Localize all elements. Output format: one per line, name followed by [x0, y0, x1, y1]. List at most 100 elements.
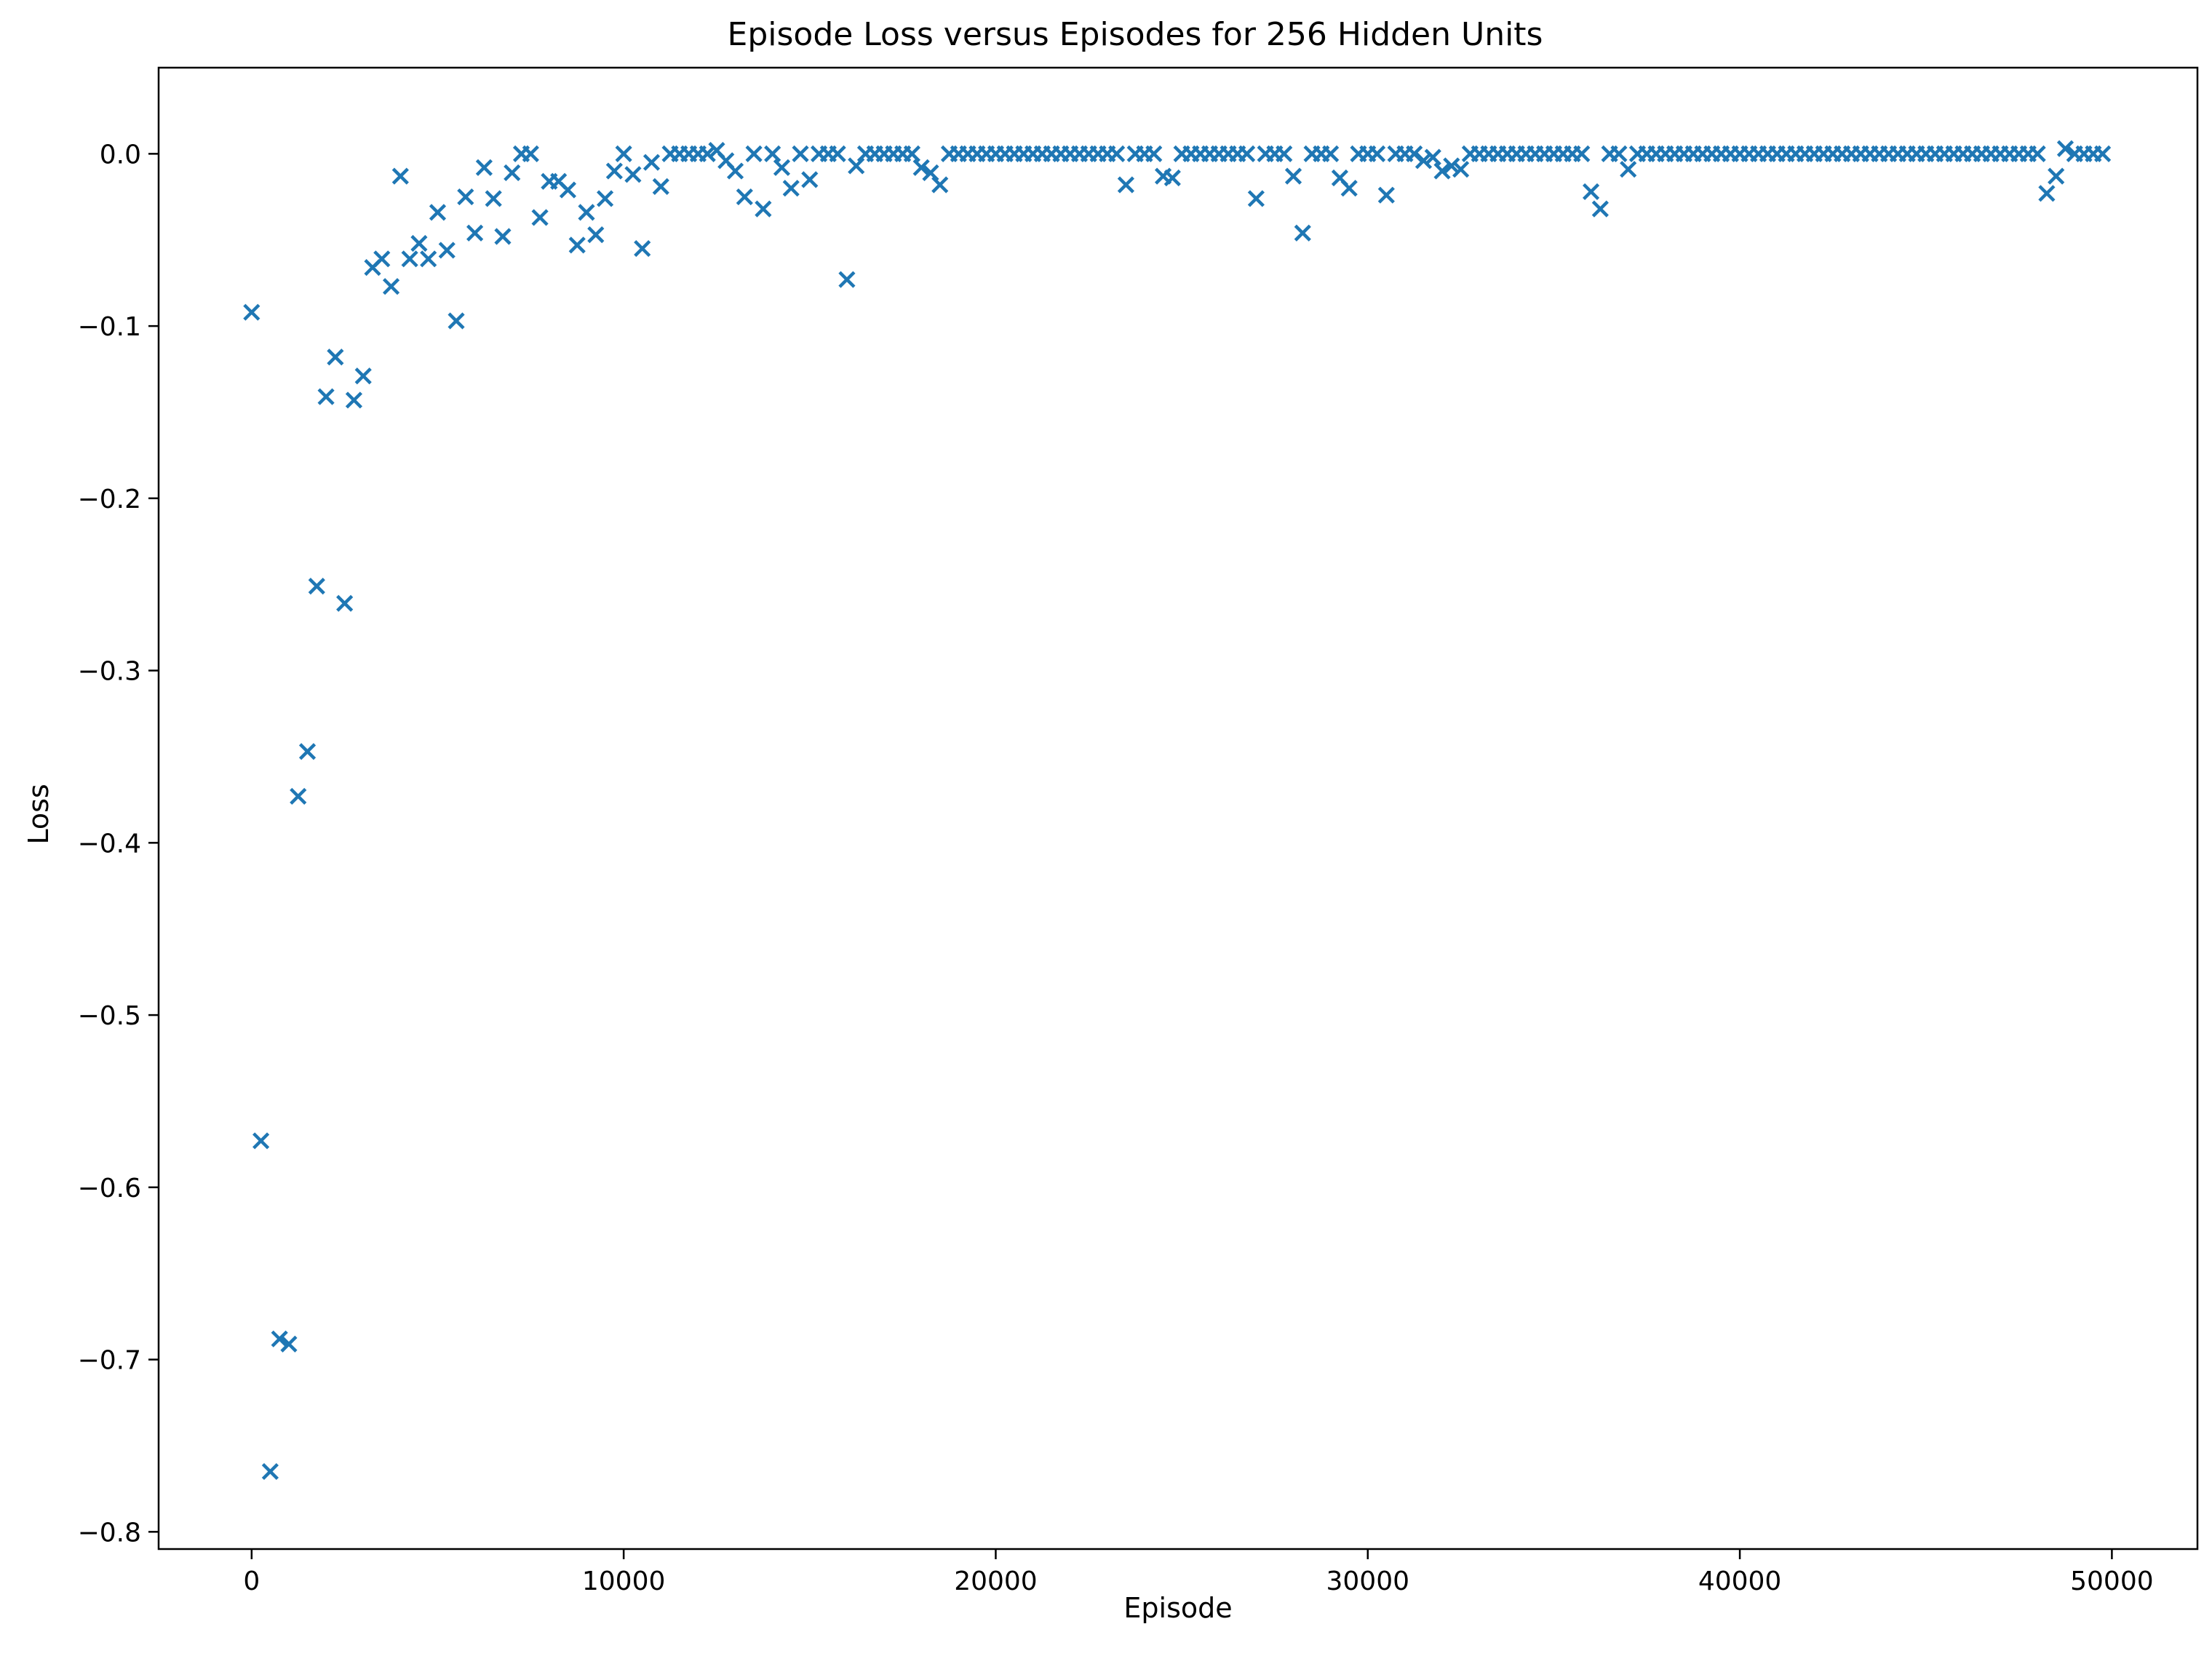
- data-point: [1340, 180, 1358, 197]
- data-point: [848, 157, 865, 175]
- data-point: [1424, 148, 1441, 166]
- x-tick-label: 20000: [954, 1567, 1038, 1596]
- data-point: [1443, 157, 1460, 175]
- data-point: [1415, 152, 1433, 170]
- data-point: [838, 271, 856, 288]
- data-point: [475, 159, 493, 176]
- data-point: [605, 162, 623, 180]
- data-point: [2094, 145, 2112, 162]
- data-point: [764, 145, 781, 162]
- chart-title: Episode Loss versus Episodes for 256 Hid…: [728, 16, 1543, 53]
- x-tick-label: 30000: [1326, 1567, 1410, 1596]
- x-axis-ticks: 0 10000 20000 30000 40000 50000: [243, 1549, 2154, 1596]
- x-axis-label: Episode: [1123, 1592, 1232, 1624]
- data-point: [755, 200, 772, 218]
- data-point: [829, 145, 846, 162]
- data-point: [531, 209, 549, 226]
- y-axis-label: Loss: [23, 784, 55, 844]
- data-point: [1276, 145, 1293, 162]
- data-point: [1145, 145, 1163, 162]
- data-point: [1108, 145, 1126, 162]
- y-axis-ticks: 0.0 −0.1 −0.2 −0.3 −0.4 −0.5 −0.6 −0.7 −0.8: [78, 140, 159, 1548]
- data-point: [522, 145, 539, 162]
- data-point: [736, 188, 753, 206]
- data-point: [782, 180, 800, 197]
- data-point: [596, 190, 614, 207]
- y-tick-label: −0.4: [78, 829, 141, 859]
- data-points: [243, 140, 2112, 1481]
- data-point: [1406, 145, 1423, 162]
- y-tick-label: −0.2: [78, 485, 141, 514]
- data-point: [252, 1132, 270, 1150]
- data-point: [1322, 145, 1340, 162]
- y-tick-label: 0.0: [100, 140, 141, 170]
- data-point: [624, 166, 642, 183]
- data-point: [801, 171, 819, 188]
- data-point: [336, 594, 354, 612]
- data-point: [438, 242, 455, 259]
- data-point: [1247, 190, 1265, 207]
- data-point: [1377, 186, 1395, 204]
- data-point: [457, 188, 474, 206]
- data-point: [345, 391, 363, 409]
- data-point: [1573, 145, 1591, 162]
- data-point: [447, 312, 465, 330]
- data-point: [1238, 145, 1256, 162]
- y-tick-label: −0.3: [78, 657, 141, 687]
- data-point: [726, 162, 744, 180]
- data-point: [587, 226, 605, 244]
- data-point: [243, 303, 260, 321]
- data-point: [290, 787, 307, 805]
- data-point: [466, 224, 484, 242]
- data-point: [792, 145, 809, 162]
- data-point: [391, 167, 409, 185]
- data-point: [931, 176, 949, 194]
- data-point: [2048, 167, 2065, 185]
- data-point: [615, 145, 632, 162]
- y-tick-label: −0.7: [78, 1346, 141, 1376]
- data-point: [1163, 169, 1181, 187]
- data-point: [1433, 162, 1451, 180]
- data-point: [652, 178, 669, 195]
- data-point: [1284, 167, 1302, 185]
- data-point: [1591, 200, 1609, 218]
- data-point: [1620, 161, 1637, 178]
- x-tick-label: 40000: [1698, 1567, 1782, 1596]
- data-point: [1368, 145, 1386, 162]
- data-point: [922, 164, 939, 182]
- data-point: [773, 159, 791, 176]
- data-point: [280, 1335, 298, 1353]
- plot-frame: [157, 66, 2199, 1550]
- data-point: [327, 349, 344, 366]
- data-point: [504, 164, 521, 182]
- data-point: [634, 239, 651, 258]
- data-point: [401, 250, 418, 268]
- data-point: [494, 228, 512, 245]
- data-point: [559, 181, 577, 199]
- data-point: [578, 204, 595, 221]
- data-point: [2056, 140, 2074, 157]
- x-tick-label: 50000: [2070, 1567, 2154, 1596]
- data-point: [903, 145, 921, 162]
- y-tick-label: −0.1: [78, 312, 141, 342]
- data-point: [298, 743, 317, 760]
- y-tick-label: −0.5: [78, 1001, 141, 1031]
- y-tick-label: −0.6: [78, 1174, 141, 1203]
- data-point: [2038, 185, 2056, 202]
- data-point: [382, 278, 400, 295]
- x-tick-label: 0: [243, 1567, 260, 1596]
- data-point: [1582, 183, 1600, 201]
- data-point: [420, 250, 437, 268]
- data-point: [429, 204, 447, 221]
- data-point: [317, 388, 335, 405]
- data-point: [410, 234, 428, 252]
- data-point: [912, 159, 930, 176]
- data-point: [1294, 224, 1311, 242]
- data-point: [2029, 145, 2046, 162]
- data-point: [642, 154, 661, 171]
- data-point: [1452, 161, 1470, 178]
- data-point: [485, 190, 502, 207]
- data-point: [1117, 176, 1135, 194]
